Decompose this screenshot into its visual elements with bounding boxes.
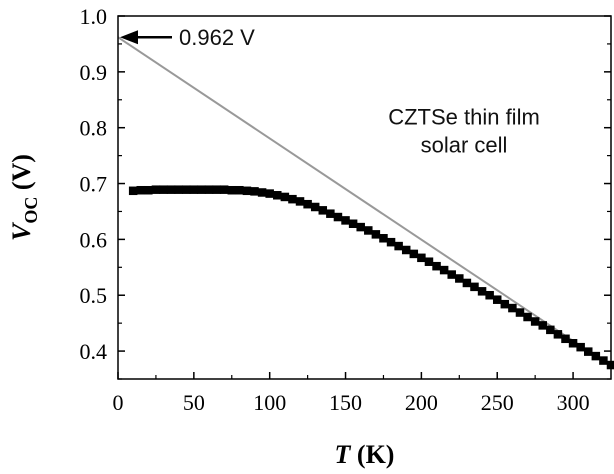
x-axis-ticks: 0 50 100 150 200 250 300 bbox=[113, 372, 590, 415]
y-axis-ticks: 0.4 0.5 0.6 0.7 0.8 0.9 1.0 bbox=[80, 4, 611, 380]
data-point bbox=[242, 186, 252, 196]
data-point bbox=[424, 257, 434, 266]
plot-area-frame bbox=[117, 15, 612, 380]
y-tick-label: 0.4 bbox=[80, 339, 108, 364]
data-point bbox=[530, 317, 540, 326]
data-point bbox=[273, 191, 282, 200]
data-series-markers bbox=[128, 185, 614, 370]
data-point bbox=[500, 299, 510, 309]
x-tick-label: 100 bbox=[253, 390, 286, 415]
data-point bbox=[492, 295, 502, 304]
data-point bbox=[212, 185, 221, 194]
y-tick-label: 0.6 bbox=[80, 227, 108, 252]
data-point bbox=[341, 216, 350, 225]
data-point bbox=[523, 312, 532, 322]
data-point bbox=[182, 185, 191, 194]
data-point bbox=[197, 185, 206, 194]
data-point bbox=[394, 241, 403, 251]
data-point bbox=[599, 356, 608, 365]
data-point bbox=[485, 290, 494, 300]
data-point bbox=[432, 261, 441, 271]
data-point bbox=[470, 282, 479, 292]
data-point bbox=[409, 249, 419, 259]
arrow-head-icon bbox=[120, 30, 138, 45]
y-tick-label: 0.5 bbox=[80, 283, 108, 308]
data-point bbox=[401, 245, 411, 255]
data-point bbox=[591, 351, 601, 361]
x-tick-label: 150 bbox=[329, 390, 362, 415]
intercept-arrow bbox=[120, 30, 172, 45]
data-point bbox=[257, 188, 267, 197]
data-point bbox=[583, 347, 593, 356]
data-point bbox=[439, 265, 449, 275]
y-axis-title: VOC (V) bbox=[7, 154, 41, 241]
data-point bbox=[318, 206, 328, 215]
data-point bbox=[447, 270, 456, 279]
data-point bbox=[310, 202, 320, 212]
data-point bbox=[303, 199, 312, 209]
data-point bbox=[227, 185, 237, 195]
data-point bbox=[561, 334, 570, 344]
data-point bbox=[219, 185, 229, 194]
data-point bbox=[386, 237, 396, 247]
data-point bbox=[364, 226, 373, 235]
y-tick-label: 1.0 bbox=[80, 4, 108, 29]
data-point bbox=[295, 197, 305, 206]
data-point bbox=[333, 212, 343, 222]
data-point bbox=[348, 219, 358, 228]
sample-label-line1: CZTSe thin film bbox=[388, 105, 540, 130]
data-point bbox=[477, 287, 487, 296]
data-point bbox=[189, 185, 199, 194]
data-point bbox=[136, 185, 146, 195]
data-point bbox=[128, 186, 138, 196]
data-point bbox=[159, 185, 168, 194]
y-tick-label: 0.9 bbox=[80, 60, 108, 85]
data-point bbox=[144, 185, 153, 195]
data-point bbox=[280, 192, 290, 202]
data-point bbox=[576, 342, 585, 352]
y-tick-label: 0.8 bbox=[80, 116, 108, 141]
data-point bbox=[455, 274, 464, 283]
data-point bbox=[288, 194, 297, 204]
x-tick-label: 300 bbox=[557, 390, 590, 415]
data-point bbox=[538, 321, 547, 330]
x-tick-label: 0 bbox=[113, 390, 124, 415]
data-point bbox=[235, 185, 244, 195]
data-point bbox=[166, 185, 176, 194]
data-point bbox=[371, 230, 381, 239]
data-point bbox=[508, 303, 517, 313]
data-point bbox=[546, 325, 555, 335]
y-tick-label: 0.7 bbox=[80, 172, 108, 197]
data-point bbox=[356, 222, 365, 232]
intercept-label: 0.962 V bbox=[179, 25, 255, 50]
data-point bbox=[379, 234, 388, 243]
data-point bbox=[204, 185, 214, 194]
data-point bbox=[515, 308, 525, 317]
linear-extrapolation-line bbox=[117, 36, 612, 367]
data-point bbox=[462, 278, 472, 288]
data-point bbox=[326, 209, 335, 218]
x-tick-label: 50 bbox=[183, 390, 205, 415]
data-point bbox=[174, 185, 183, 194]
x-axis-title: T (K) bbox=[335, 440, 395, 469]
data-point bbox=[265, 189, 274, 198]
data-point bbox=[568, 339, 578, 348]
x-tick-label: 250 bbox=[481, 390, 514, 415]
data-point bbox=[553, 330, 563, 339]
x-tick-label: 200 bbox=[405, 390, 438, 415]
sample-label-line2: solar cell bbox=[421, 132, 508, 157]
data-point bbox=[151, 185, 161, 194]
data-point bbox=[250, 187, 259, 196]
data-point bbox=[417, 253, 426, 263]
